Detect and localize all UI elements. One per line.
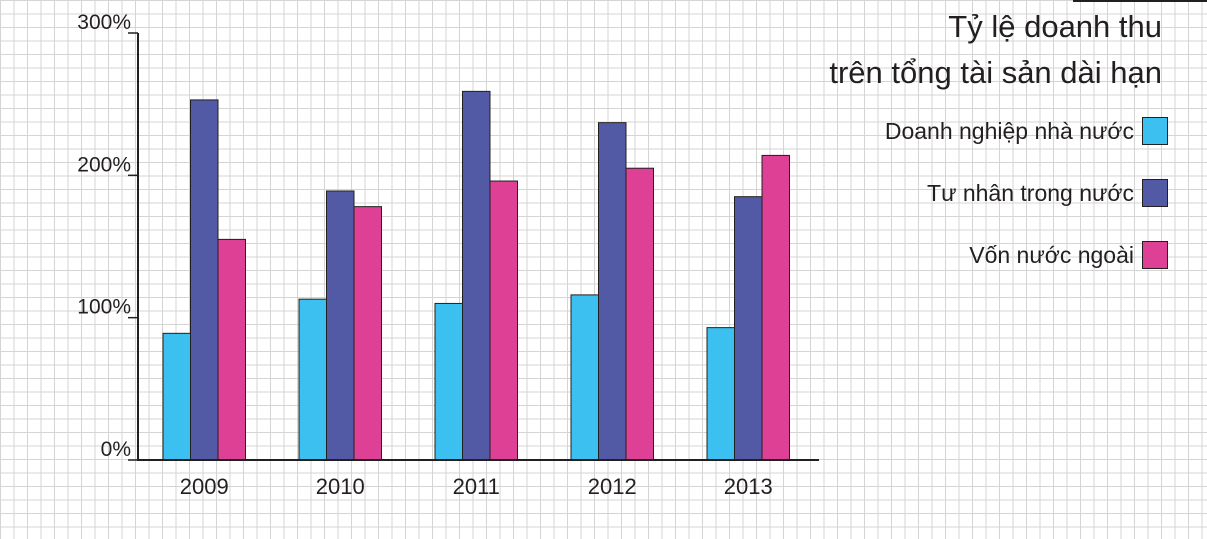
x-tick-label-2013: 2013 [724, 474, 773, 499]
bar-2011-series-1 [462, 90, 491, 461]
legend: Doanh nghiệp nhà nước Tư nhân trong nước… [885, 116, 1168, 302]
bar-2010-series-1 [326, 190, 355, 461]
bar-2012-series-1 [598, 122, 627, 461]
x-tick-label-2011: 2011 [453, 474, 500, 499]
chart-title: Tỷ lệ doanh thu trên tổng tài sản dài hạ… [829, 4, 1162, 96]
bar-2013-series-2 [761, 154, 790, 461]
x-tick-label-2009: 2009 [180, 474, 229, 499]
bar-2011-series-2 [489, 180, 518, 461]
bar-2009-series-0 [162, 332, 191, 461]
bar-2012-series-0 [570, 294, 599, 461]
chart-title-line-2: trên tổng tài sản dài hạn [829, 55, 1162, 90]
legend-swatch-tu-nhan-trong-nuoc [1142, 179, 1168, 207]
bar-2010-series-2 [353, 206, 382, 461]
top-rule [1073, 0, 1207, 2]
bar-2012-series-2 [625, 167, 654, 461]
legend-swatch-von-nuoc-ngoai [1142, 241, 1168, 269]
y-tick-label-300: 300% [77, 11, 131, 34]
chart-title-line-1: Tỷ lệ doanh thu [948, 9, 1162, 44]
x-tick-label-2012: 2012 [588, 474, 637, 499]
bar-2013-series-0 [706, 327, 735, 461]
legend-label: Doanh nghiệp nhà nước [884, 117, 1134, 144]
x-tick-label-2010: 2010 [316, 474, 365, 499]
legend-item-doanh-nghiep-nha-nuoc: Doanh nghiệp nhà nước [885, 116, 1168, 146]
legend-swatch-doanh-nghiep-nha-nuoc [1142, 117, 1168, 145]
bar-2010-series-0 [298, 298, 327, 461]
legend-item-tu-nhan-trong-nuoc: Tư nhân trong nước [885, 178, 1168, 208]
legend-label: Vốn nước ngoài [969, 241, 1134, 268]
bar-2009-series-2 [217, 238, 246, 461]
y-tick-label-200: 200% [77, 153, 131, 176]
legend-label: Tư nhân trong nước [927, 179, 1134, 206]
bar-2009-series-1 [190, 99, 219, 461]
y-tick-label-0: 0% [101, 438, 131, 461]
bar-2011-series-0 [434, 302, 463, 461]
bar-2013-series-1 [734, 196, 763, 461]
y-tick-label-100: 100% [77, 296, 131, 319]
legend-item-von-nuoc-ngoai: Vốn nước ngoài [885, 240, 1168, 270]
